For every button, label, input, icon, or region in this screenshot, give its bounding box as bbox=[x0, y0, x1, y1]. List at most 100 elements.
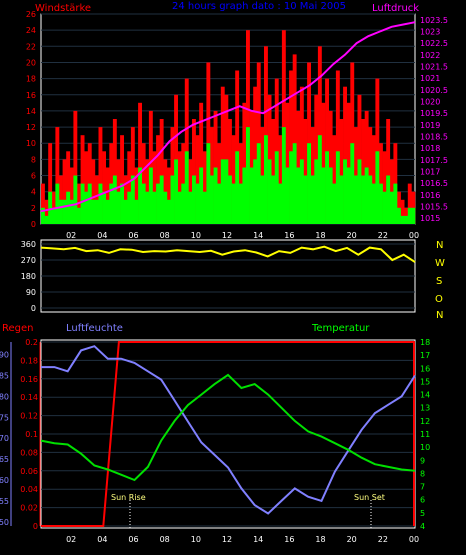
wind-avg-bar bbox=[98, 183, 103, 224]
wind-avg-bar bbox=[228, 175, 232, 224]
wind-y-tick: 4 bbox=[31, 188, 36, 197]
wind-gust-bar bbox=[112, 119, 117, 224]
wind-avg-bar bbox=[105, 199, 110, 224]
wind-gust-bar bbox=[120, 135, 124, 224]
wind-avg-bar bbox=[400, 215, 405, 224]
wind-avg-bar bbox=[202, 191, 207, 224]
temperature-y-tick: 16 bbox=[420, 364, 430, 373]
wind-gust-bar bbox=[66, 151, 71, 224]
wind-avg-bar bbox=[59, 199, 63, 224]
wind-avg-bar bbox=[181, 183, 186, 224]
humidity-y-tick: 65 bbox=[0, 455, 9, 464]
wind-gust-bar bbox=[328, 110, 333, 224]
wind-avg-bar bbox=[238, 183, 243, 224]
wind-avg-bar bbox=[278, 183, 283, 224]
temperature-y-tick: 10 bbox=[420, 443, 430, 452]
wind-avg-bar bbox=[321, 167, 326, 224]
wind-y-tick: 2 bbox=[31, 204, 36, 213]
wind-avg-bar bbox=[73, 175, 78, 224]
wind-gust-bar bbox=[249, 110, 254, 224]
wind-gust-bar bbox=[159, 119, 164, 224]
wind-avg-bar bbox=[148, 167, 153, 224]
wind-x-tick: 04 bbox=[97, 231, 107, 240]
wind-gust-bar bbox=[41, 183, 45, 224]
wind-avg-bar bbox=[152, 191, 157, 224]
wind-gust-bar bbox=[177, 151, 182, 224]
wind-gust-bar bbox=[253, 86, 258, 224]
wind-y-tick: 10 bbox=[26, 139, 36, 148]
climate-x-tick: 12 bbox=[222, 535, 232, 544]
wind-gust-bar bbox=[264, 46, 268, 224]
wind-x-tick: 10 bbox=[191, 231, 201, 240]
wind-gust-bar bbox=[339, 119, 344, 224]
wind-x-tick: 22 bbox=[378, 231, 388, 240]
wind-gust-bar bbox=[343, 86, 347, 224]
wind-gust-bar bbox=[289, 70, 293, 224]
wind-gust-bar bbox=[213, 110, 218, 224]
wind-gust-bar bbox=[195, 135, 200, 224]
wind-gust-bar bbox=[364, 110, 369, 224]
wind-gust-bar bbox=[55, 127, 60, 224]
direction-line bbox=[40, 245, 416, 263]
wind-avg-bar bbox=[361, 175, 365, 224]
pressure-y-tick: 1018 bbox=[420, 144, 440, 153]
wind-gust-bar bbox=[44, 199, 49, 224]
pressure-y-tick: 1023.5 bbox=[420, 16, 448, 25]
wind-avg-bar bbox=[51, 207, 56, 224]
rain-y-tick: 0.2 bbox=[25, 338, 38, 347]
temperature-y-tick: 9 bbox=[420, 456, 425, 465]
wind-avg-bar bbox=[48, 191, 53, 224]
wind-avg-bar bbox=[274, 151, 279, 224]
wind-gust-bar bbox=[69, 167, 74, 224]
wind-gust-bar bbox=[98, 127, 103, 224]
wind-gust-bar bbox=[332, 135, 337, 224]
wind-avg-bar bbox=[328, 167, 333, 224]
direction-y-tick: 0 bbox=[31, 304, 36, 313]
temperature-y-tick: 18 bbox=[420, 338, 430, 347]
wind-y-tick: 26 bbox=[26, 10, 36, 19]
wind-avg-bar bbox=[343, 159, 347, 224]
wind-gust-bar bbox=[375, 78, 380, 224]
wind-avg-bar bbox=[87, 183, 92, 224]
temperature-y-tick: 13 bbox=[420, 404, 430, 413]
wind-avg-bar bbox=[112, 175, 117, 224]
wind-avg-bar bbox=[224, 159, 229, 224]
wind-avg-bar bbox=[44, 215, 49, 224]
wind-gust-bar bbox=[105, 167, 110, 224]
temperature-y-tick: 17 bbox=[420, 351, 430, 360]
wind-avg-bar bbox=[41, 207, 45, 224]
wind-gust-bar bbox=[271, 119, 276, 224]
wind-gust-bar bbox=[274, 78, 279, 224]
wind-avg-bar bbox=[271, 175, 276, 224]
wind-avg-bar bbox=[62, 199, 67, 224]
wind-avg-bar bbox=[109, 183, 114, 224]
pressure-y-tick: 1021.5 bbox=[420, 63, 448, 72]
wind-gust-bar bbox=[400, 199, 405, 224]
wind-avg-bar bbox=[195, 183, 200, 224]
wind-avg-bar bbox=[292, 143, 297, 224]
wind-gust-bar bbox=[321, 102, 326, 224]
humidity-label: Luftfeuchte bbox=[66, 323, 123, 334]
rain-y-tick: 0 bbox=[33, 522, 38, 531]
wind-gust-bar bbox=[407, 183, 412, 224]
wind-avg-bar bbox=[170, 175, 175, 224]
wind-avg-bar bbox=[357, 159, 362, 224]
wind-avg-bar bbox=[325, 151, 329, 224]
wind-gust-bar bbox=[48, 143, 53, 224]
wind-avg-bar bbox=[188, 191, 193, 224]
rain-y-tick: 0.1 bbox=[25, 430, 38, 439]
direction-y-tick: 270 bbox=[21, 256, 36, 265]
climate-x-tick: 14 bbox=[253, 535, 263, 544]
pressure-y-tick: 1019 bbox=[420, 121, 440, 130]
wind-y-tick: 0 bbox=[31, 220, 36, 229]
rain-y-tick: 0.02 bbox=[20, 504, 38, 513]
wind-gust-bar bbox=[80, 135, 85, 224]
wind-x-tick: 18 bbox=[315, 231, 325, 240]
wind-avg-bar bbox=[397, 207, 401, 224]
wind-y-tick: 24 bbox=[26, 26, 36, 35]
wind-avg-bar bbox=[159, 175, 164, 224]
wind-avg-bar bbox=[192, 175, 196, 224]
wind-avg-bar bbox=[404, 215, 409, 224]
wind-avg-bar bbox=[296, 167, 301, 224]
climate-x-tick: 00 bbox=[409, 535, 419, 544]
